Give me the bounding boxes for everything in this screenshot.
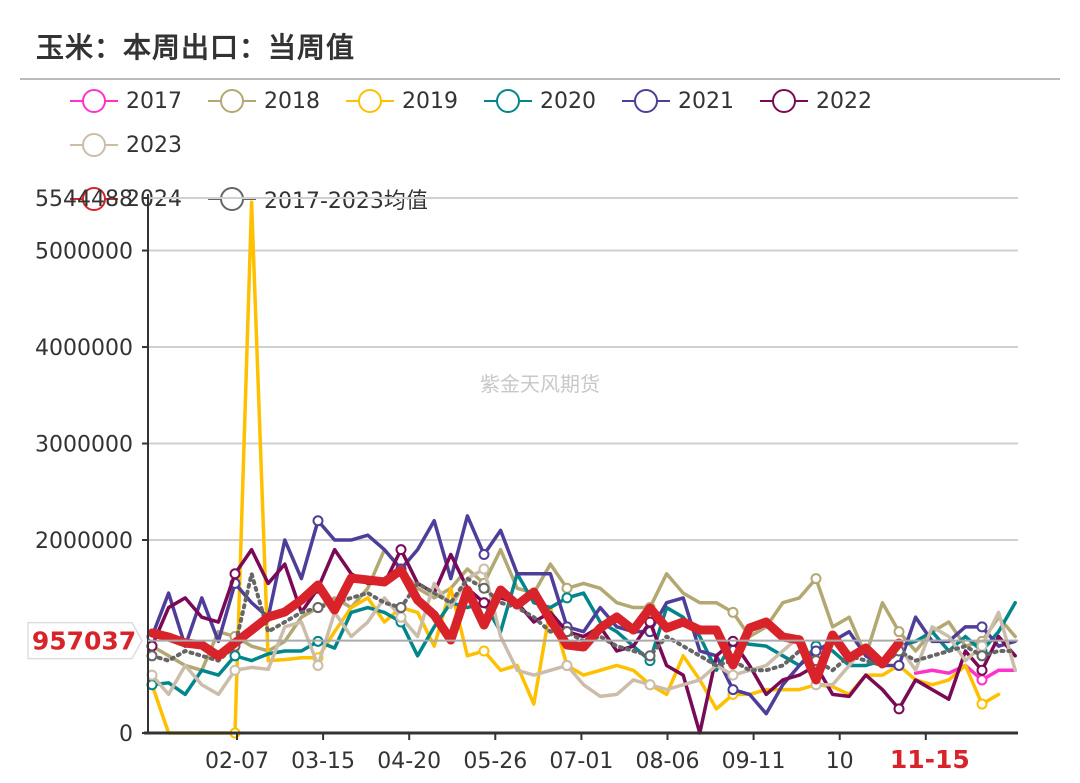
series-line-2020	[150, 572, 1017, 697]
legend-item-2020[interactable]: 2020	[484, 84, 596, 118]
data-point-2017-2023均值[interactable]	[478, 582, 490, 594]
data-point-2021[interactable]	[810, 645, 822, 657]
legend-label: 2017-2023均值	[264, 189, 428, 214]
data-point-2022[interactable]	[395, 544, 407, 556]
data-point-2020[interactable]	[561, 592, 573, 604]
y-tick-label: 2000000	[35, 529, 133, 554]
y-tick-label: 5000000	[35, 240, 133, 265]
legend-circle-icon	[70, 133, 118, 157]
y-tick-label: 0	[119, 722, 133, 747]
data-point-2017-2023均值[interactable]	[395, 602, 407, 614]
axis-pointer-label-box	[27, 621, 143, 660]
legend-item-2023[interactable]: 2023	[70, 128, 182, 162]
data-point-2017[interactable]	[976, 674, 988, 686]
data-point-2023[interactable]	[478, 563, 490, 575]
data-point-2018[interactable]	[561, 582, 573, 594]
data-point-2017-2023均值[interactable]	[976, 650, 988, 662]
legend-label: 2020	[540, 88, 596, 114]
data-point-2018[interactable]	[893, 626, 905, 638]
data-point-2023[interactable]	[395, 611, 407, 623]
data-point-2023[interactable]	[229, 664, 241, 676]
legend-item-2019[interactable]: 2019	[346, 84, 458, 118]
data-point-2021[interactable]	[893, 659, 905, 671]
legend-item-2022[interactable]: 2022	[760, 84, 872, 118]
data-point-2019[interactable]	[976, 698, 988, 710]
series-line-2022	[150, 547, 1017, 735]
data-point-2021[interactable]	[976, 621, 988, 633]
legend-circle-icon	[346, 89, 394, 113]
legend-label: 2022	[816, 88, 872, 114]
legend-circle-icon	[760, 89, 808, 113]
data-point-2022[interactable]	[976, 664, 988, 676]
data-point-2023[interactable]	[561, 659, 573, 671]
y-tick-label: 5544488	[35, 187, 133, 212]
x-tick-label: 09-11	[722, 749, 786, 774]
series-line-2024	[147, 565, 904, 685]
x-tick-label: 03-15	[291, 749, 355, 774]
data-point-2018[interactable]	[810, 573, 822, 585]
legend-circle-icon	[70, 187, 118, 211]
legend-label: 2023	[126, 132, 182, 158]
data-point-2019[interactable]	[478, 645, 490, 657]
x-tick-label: 11-15	[890, 745, 970, 774]
x-tick-label: 04-20	[377, 749, 441, 774]
legend-label: 2017	[126, 88, 182, 114]
legend-circle-icon	[208, 89, 256, 113]
legend-item-2017[interactable]: 2017	[70, 84, 182, 118]
data-point-2023[interactable]	[976, 640, 988, 652]
data-point-2022[interactable]	[229, 568, 241, 580]
data-point-2021[interactable]	[478, 548, 490, 560]
x-tick-label: 10	[826, 749, 854, 774]
data-point-2023[interactable]	[312, 659, 324, 671]
data-point-2022[interactable]	[478, 597, 490, 609]
data-point-2023[interactable]	[727, 669, 739, 681]
axis-pointer-label: 957037	[32, 627, 136, 656]
legend-item-2018[interactable]: 2018	[208, 84, 320, 118]
data-point-2022[interactable]	[893, 703, 905, 715]
legend-label: 2018	[264, 88, 320, 114]
x-tick-label: 02-07	[205, 749, 269, 774]
data-point-2022[interactable]	[644, 616, 656, 628]
data-point-2020[interactable]	[229, 650, 241, 662]
y-tick-label: 3000000	[35, 433, 133, 458]
legend-circle-icon	[622, 89, 670, 113]
title-divider	[20, 78, 1060, 80]
data-point-2017-2023均值[interactable]	[312, 602, 324, 614]
x-tick-label: 08-06	[636, 749, 700, 774]
x-tick-label: 07-01	[549, 749, 613, 774]
chart-title: 玉米：本周出口：当周值	[36, 31, 356, 64]
x-tick-label: 05-26	[463, 749, 527, 774]
y-tick-label: 4000000	[35, 336, 133, 361]
legend-label: 2019	[402, 88, 458, 114]
legend: 2017 2018 2019 2020 2021 2022 2023 2024 2017-202…	[70, 84, 1030, 216]
data-point-2018[interactable]	[727, 606, 739, 618]
legend-circle-icon	[70, 89, 118, 113]
legend-circle-icon	[484, 89, 532, 113]
legend-label: 2021	[678, 88, 734, 114]
watermark: 紫金天风期货	[480, 372, 600, 396]
data-point-2017-2023均值[interactable]	[644, 650, 656, 662]
data-point-2021[interactable]	[312, 515, 324, 527]
legend-item-2024[interactable]: 2024	[70, 182, 182, 216]
legend-item-2021[interactable]: 2021	[622, 84, 734, 118]
data-point-2023[interactable]	[644, 679, 656, 691]
data-point-2021[interactable]	[727, 684, 739, 696]
